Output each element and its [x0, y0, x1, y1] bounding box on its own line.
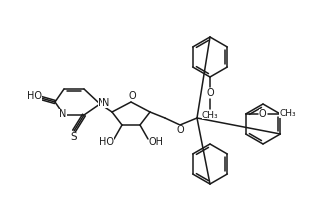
Text: N: N	[59, 109, 67, 119]
Text: O: O	[176, 125, 184, 135]
Text: OH: OH	[149, 137, 163, 147]
Text: CH₃: CH₃	[279, 109, 296, 119]
Text: O: O	[206, 88, 214, 98]
Text: N: N	[98, 98, 106, 108]
Text: O: O	[259, 109, 266, 119]
Text: O: O	[128, 91, 136, 101]
Text: HO: HO	[99, 137, 113, 147]
Text: S: S	[71, 132, 77, 142]
Text: CH₃: CH₃	[202, 111, 218, 119]
Text: N: N	[102, 98, 110, 108]
Text: HO: HO	[26, 91, 41, 101]
